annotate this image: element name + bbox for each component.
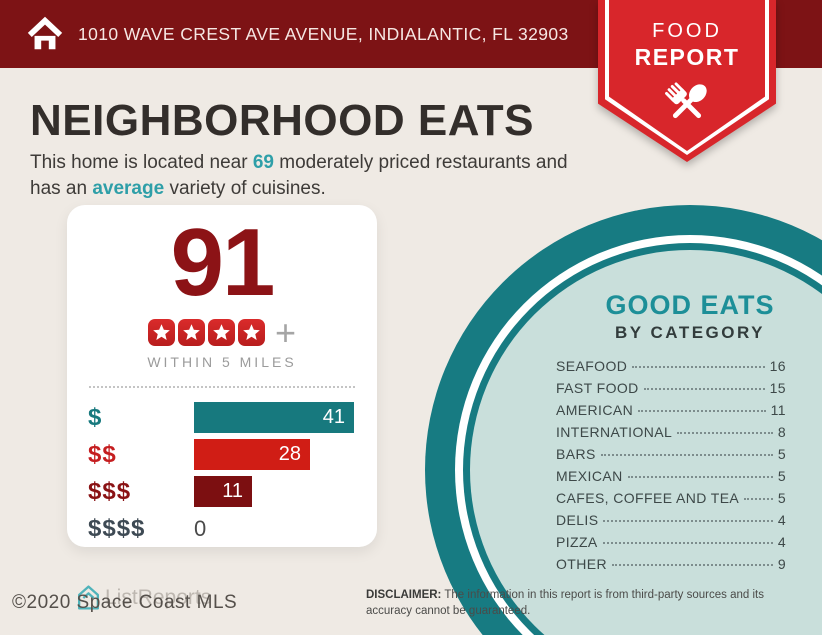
category-row: BARS 5 — [556, 446, 786, 468]
good-eats-subtitle: BY CATEGORY — [615, 323, 765, 342]
good-eats-section: GOOD EATS BY CATEGORY SEAFOOD 16 FAST FOOD… — [545, 290, 822, 578]
category-count: 4 — [777, 534, 786, 550]
subtitle-text-3: variety of cuisines. — [164, 178, 326, 200]
category-count: 5 — [777, 446, 786, 462]
dotted-leader — [638, 410, 766, 412]
category-name: DELIS — [556, 512, 599, 528]
dotted-leader — [677, 432, 773, 434]
category-name: OTHER — [556, 556, 607, 572]
score-card: 91 + WITHIN 5 MILES $41 $$ 28 $$$ 11 $$$$ 0 — [67, 205, 377, 547]
category-list: SEAFOOD 16 FAST FOOD 15 AMERICAN 11 INTERNATIO… — [556, 358, 786, 578]
bar: 41 — [194, 402, 354, 433]
within-miles-label: WITHIN 5 MILES — [147, 354, 297, 370]
bar-value: 0 — [194, 516, 207, 541]
bar-value: 41 — [322, 406, 345, 428]
dotted-leader — [632, 366, 765, 368]
restaurant-score: 91 — [170, 209, 276, 316]
plus-icon: + — [274, 312, 297, 353]
category-name: CAFES, COFFEE AND TEA — [556, 490, 740, 506]
price-row: $$$$ 0 — [88, 513, 377, 544]
category-count: 5 — [777, 468, 786, 484]
category-row: FAST FOOD 15 — [556, 380, 786, 402]
price-level-label: $$$ — [88, 477, 132, 505]
price-level-label: $$ — [88, 440, 117, 468]
listreports-logo-text: ListReports — [105, 585, 212, 609]
category-name: AMERICAN — [556, 402, 634, 418]
food-report-badge: FOOD REPORT — [598, 0, 776, 162]
crossed-spoon-fork-icon — [665, 82, 707, 119]
category-name: INTERNATIONAL — [556, 424, 673, 440]
home-icon — [27, 16, 63, 50]
category-count: 5 — [777, 490, 786, 506]
badge-line2: REPORT — [634, 44, 740, 70]
star-icon — [237, 319, 265, 346]
subtitle-text-1: This home is located near — [30, 152, 253, 173]
price-bar-chart: $41 $$ 28 $$$ 11 $$$$ 0 — [67, 402, 377, 544]
bar: 11 — [194, 476, 252, 507]
listreports-house-icon — [78, 585, 99, 610]
subtitle-text-2: moderately priced restaurants and has an — [30, 152, 568, 200]
dotted-leader — [602, 542, 773, 544]
bar-track: 28 — [194, 439, 354, 470]
category-row: PIZZA 4 — [556, 534, 786, 556]
mls-watermark: ©2020 Space Coast MLS — [12, 592, 238, 613]
star-icon — [207, 319, 235, 346]
variety-highlight: average — [92, 178, 165, 200]
category-name: BARS — [556, 446, 596, 462]
price-row: $$$ 11 — [88, 476, 377, 507]
disclaimer: DISCLAIMER: The information in this repo… — [366, 588, 796, 619]
disclaimer-text: The information in this report is from t… — [366, 589, 764, 617]
property-address: 1010 WAVE CREST AVE AVENUE, INDIALANTIC,… — [78, 23, 569, 44]
price-level-label: $$$$ — [88, 514, 146, 542]
page-title: NEIGHBORHOOD EATS — [30, 96, 534, 145]
dotted-leader — [612, 564, 773, 566]
dotted-leader — [627, 476, 773, 478]
dotted-leader — [600, 454, 773, 456]
page-subtitle: This home is located near 69 moderately … — [30, 150, 582, 202]
bar-value: 11 — [222, 480, 243, 502]
bar-track: 11 — [194, 476, 354, 507]
bar-value: 28 — [278, 443, 301, 465]
category-row: DELIS 4 — [556, 512, 786, 534]
category-count: 4 — [777, 512, 786, 528]
category-count: 9 — [777, 556, 786, 572]
category-count: 11 — [770, 402, 786, 418]
category-row: INTERNATIONAL 8 — [556, 424, 786, 446]
category-row: OTHER 9 — [556, 556, 786, 578]
price-row: $41 — [88, 402, 377, 433]
star-rating: + — [67, 312, 377, 353]
category-count: 15 — [769, 380, 786, 396]
category-row: AMERICAN 11 — [556, 402, 786, 424]
listreports-logo: ListReports — [76, 584, 211, 611]
bar-track: 0 — [194, 513, 354, 544]
price-row: $$ 28 — [88, 439, 377, 470]
star-icon — [177, 319, 205, 346]
star-icon — [147, 319, 175, 346]
category-count: 16 — [769, 358, 786, 374]
dotted-leader — [744, 498, 773, 500]
bar-track: 41 — [194, 402, 354, 433]
category-name: FAST FOOD — [556, 380, 639, 396]
category-name: MEXICAN — [556, 468, 623, 484]
dotted-leader — [603, 520, 773, 522]
category-count: 8 — [777, 424, 786, 440]
disclaimer-label: DISCLAIMER: — [366, 589, 442, 601]
category-row: CAFES, COFFEE AND TEA 5 — [556, 490, 786, 512]
category-name: SEAFOOD — [556, 358, 628, 374]
category-row: SEAFOOD 16 — [556, 358, 786, 380]
dotted-divider — [89, 386, 355, 388]
category-name: PIZZA — [556, 534, 598, 550]
price-level-label: $ — [88, 403, 103, 431]
category-row: MEXICAN 5 — [556, 468, 786, 490]
dotted-leader — [643, 388, 765, 390]
bar: 28 — [194, 439, 310, 470]
good-eats-title: GOOD EATS — [605, 290, 775, 320]
restaurant-count: 69 — [252, 152, 274, 173]
badge-content: FOOD REPORT — [598, 0, 776, 136]
badge-line1: FOOD — [652, 20, 722, 42]
